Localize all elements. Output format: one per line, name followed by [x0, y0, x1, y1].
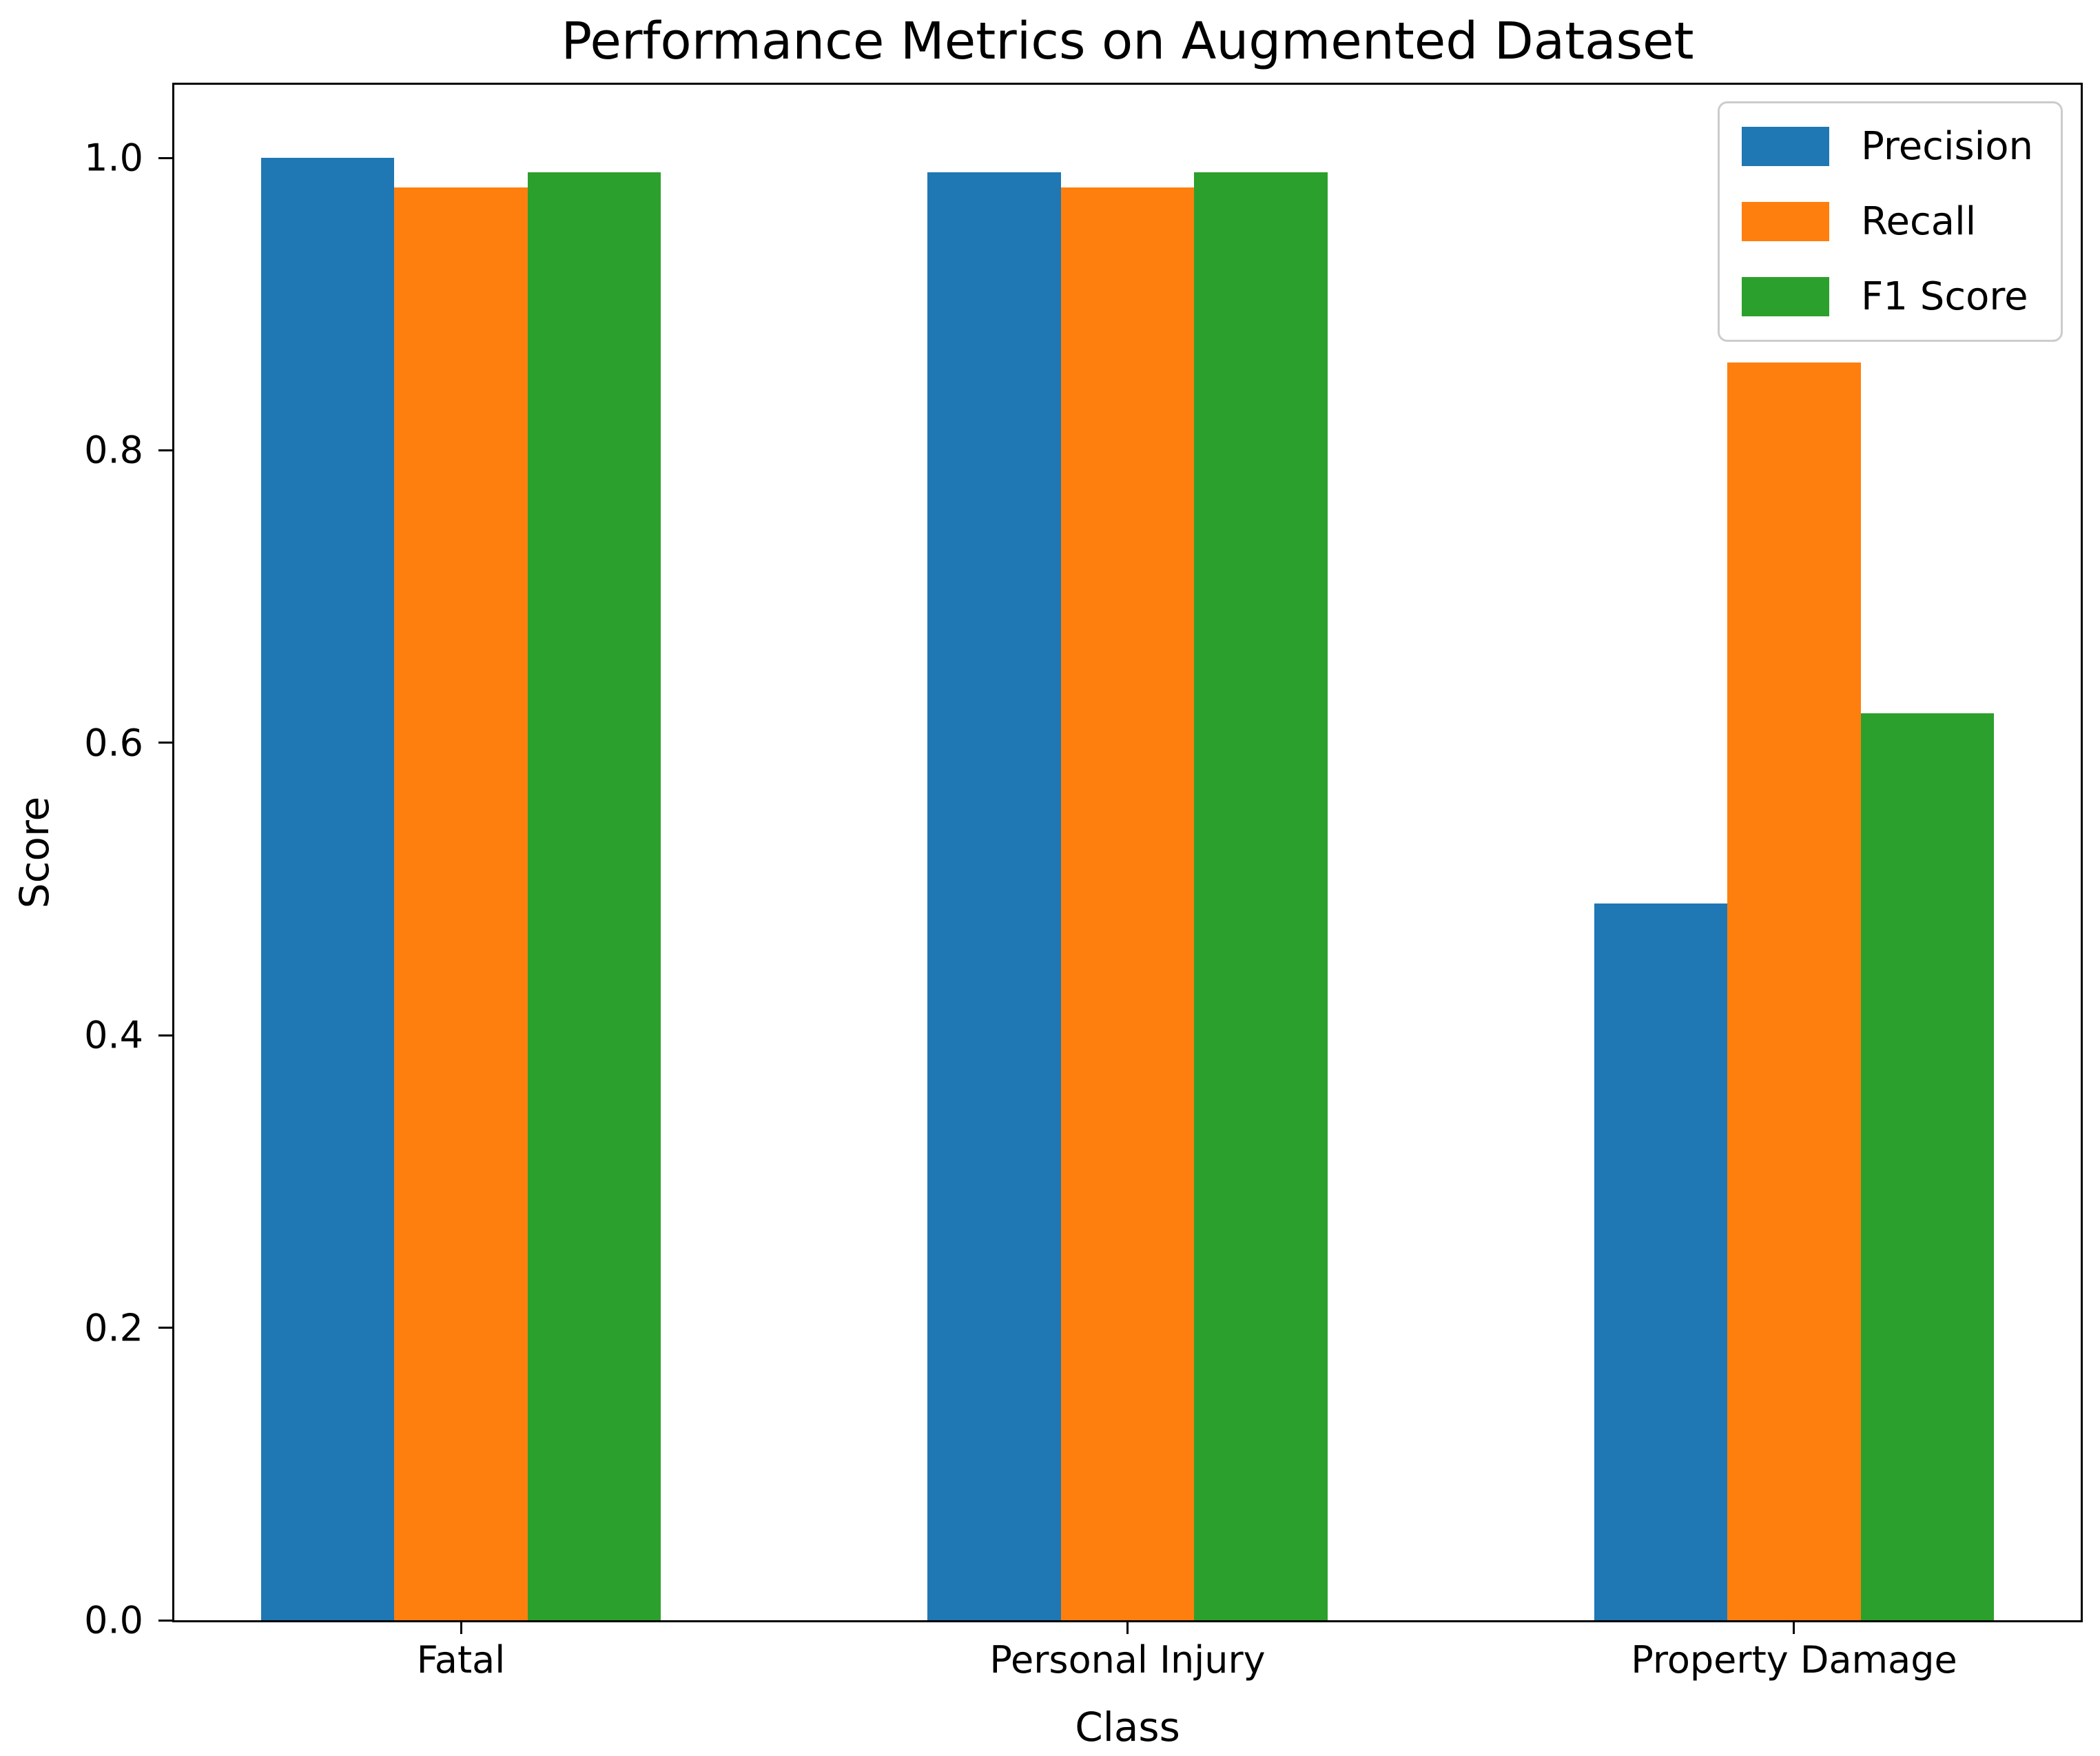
legend-item-recall: Recall [1742, 199, 2033, 244]
bar-precision-personal-injury [927, 172, 1061, 1620]
plot-area: 0.0 0.2 0.4 0.6 0.8 1.0 Fatal Personal Injury P… [84, 83, 2083, 1682]
y-tick-label-0.0: 0.0 [84, 1598, 143, 1642]
x-tick-mark-personal-injury [1126, 1620, 1129, 1634]
y-tick-label-0.8: 0.8 [84, 428, 143, 472]
x-tick-mark-property-damage [1793, 1620, 1795, 1634]
bar-precision-fatal [260, 158, 395, 1620]
bar-recall-personal-injury [1060, 187, 1195, 1620]
y-tick-label-0.6: 0.6 [84, 721, 143, 765]
x-tick-label-fatal: Fatal [416, 1638, 506, 1682]
legend: Precision Recall F1 Score [1718, 101, 2063, 342]
y-axis-label: Score [11, 796, 58, 909]
bar-recall-fatal [394, 187, 528, 1620]
y-tick-label-1.0: 1.0 [84, 136, 143, 180]
legend-label-recall: Recall [1861, 199, 1977, 244]
y-tick-label-0.2: 0.2 [84, 1306, 143, 1350]
y-tick-mark-0.2 [158, 1327, 172, 1329]
y-tick-label-0.4: 0.4 [84, 1013, 143, 1057]
bar-f1-score-personal-injury [1194, 172, 1328, 1620]
y-tick-mark-0.6 [158, 742, 172, 744]
legend-label-precision: Precision [1861, 124, 2033, 169]
x-tick-label-property-damage: Property Damage [1631, 1638, 1957, 1682]
legend-swatch-recall [1742, 202, 1830, 241]
bar-recall-property-damage [1727, 363, 1861, 1620]
legend-item-f1-score: F1 Score [1742, 274, 2033, 319]
x-tick-mark-fatal [460, 1620, 462, 1634]
legend-swatch-f1-score [1742, 277, 1830, 316]
y-tick-mark-0.0 [158, 1619, 172, 1622]
chart-title: Performance Metrics on Augmented Dataset [561, 12, 1694, 71]
legend-label-f1-score: F1 Score [1861, 274, 2028, 319]
legend-swatch-precision [1742, 127, 1830, 166]
bar-f1-score-fatal [527, 172, 661, 1620]
x-axis-label: Class [1075, 1704, 1180, 1750]
legend-item-precision: Precision [1742, 124, 2033, 169]
x-tick-label-personal-injury: Personal Injury [989, 1638, 1266, 1682]
y-tick-mark-1.0 [158, 156, 172, 159]
y-tick-mark-0.8 [158, 449, 172, 451]
bar-f1-score-property-damage [1860, 713, 1995, 1620]
bar-precision-property-damage [1594, 903, 1728, 1620]
y-tick-mark-0.4 [158, 1034, 172, 1037]
